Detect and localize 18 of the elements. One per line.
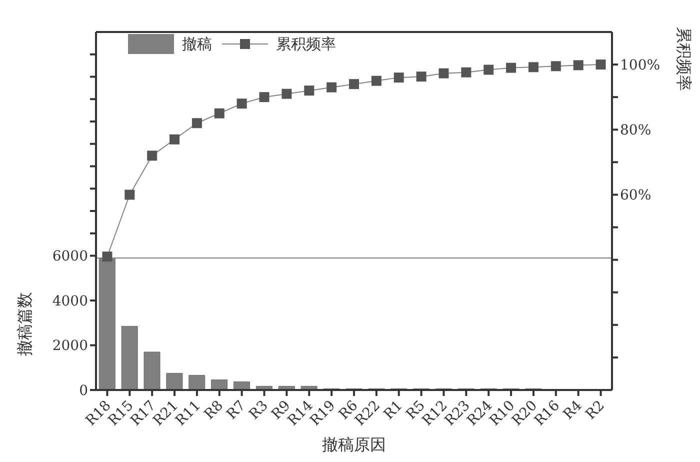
x-axis-title: 撤稿原因 [322,435,386,454]
x-tick-label: R8 [201,398,226,423]
y-tick-label: 4000 [52,293,88,310]
x-tick-label: R2 [582,398,608,423]
x-tick-label: R7 [224,398,249,423]
y2-axis-title: 累积频率 [674,27,694,91]
x-tick-label: R4 [560,398,586,423]
x-tick-label: R1 [380,398,406,423]
y-axis-title: 撤稿篇数 [15,292,34,356]
y2-tick-label: 100% [620,58,660,74]
y-tick-label: 0 [79,382,88,399]
legend-label: 撤稿 [182,34,212,54]
y-tick-label: 6000 [52,248,88,265]
y2-tick-label: 60% [620,188,652,204]
y2-tick-label: 80% [620,122,652,139]
y-tick-label: 2000 [52,338,88,354]
legend-label: 累积频率 [276,34,336,54]
x-tick-label: R3 [246,398,272,423]
